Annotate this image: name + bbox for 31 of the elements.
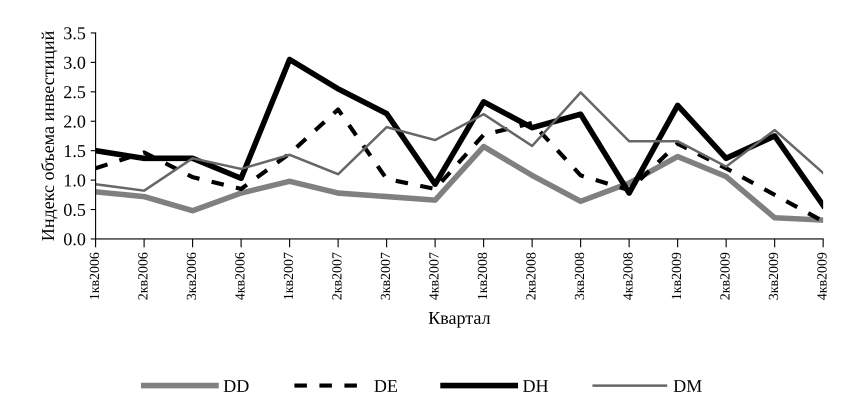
y-tick-label: 3.5 <box>64 27 86 40</box>
y-tick-label: 2.0 <box>64 116 86 128</box>
x-tick-label: 4кв2006 <box>235 252 245 300</box>
legend-label: DD <box>224 380 249 392</box>
y-tick-label: 2.5 <box>64 86 86 98</box>
x-tick-label: 1кв2009 <box>672 252 682 299</box>
x-tick-label: 1кв2006 <box>90 252 100 299</box>
y-tick-label: 1.0 <box>64 174 86 187</box>
legend-label: DM <box>674 380 702 392</box>
x-tick-label: 3кв2008 <box>574 252 584 300</box>
y-axis-title: Индекс объема инвестиций <box>40 31 58 241</box>
legend-label: DE <box>374 380 398 392</box>
y-tick-label: 0.5 <box>64 204 86 216</box>
x-tick-label: 3кв2009 <box>768 252 778 300</box>
x-tick-label: 2кв2008 <box>526 252 536 300</box>
x-tick-label: 2кв2007 <box>332 252 342 300</box>
y-tick-label: 0.0 <box>64 233 86 246</box>
x-axis-title: Квартал <box>428 312 490 328</box>
x-tick-label: 2кв2009 <box>720 252 730 300</box>
x-tick-label: 1кв2007 <box>284 252 294 299</box>
x-tick-label: 1кв2008 <box>478 252 488 299</box>
line-series <box>96 91 824 192</box>
x-tick-label: 3кв2007 <box>380 252 390 300</box>
y-tick-label: 1.5 <box>64 145 86 158</box>
y-tick-label: 3.0 <box>64 56 86 69</box>
x-tick-label: 2кв2006 <box>138 252 148 300</box>
x-tick-label: 4кв2007 <box>429 252 439 300</box>
x-tick-label: 4кв2009 <box>817 252 827 300</box>
legend-label: DH <box>523 380 548 392</box>
x-tick-label: 3кв2006 <box>186 252 196 300</box>
x-tick-label: 4кв2008 <box>623 252 633 300</box>
